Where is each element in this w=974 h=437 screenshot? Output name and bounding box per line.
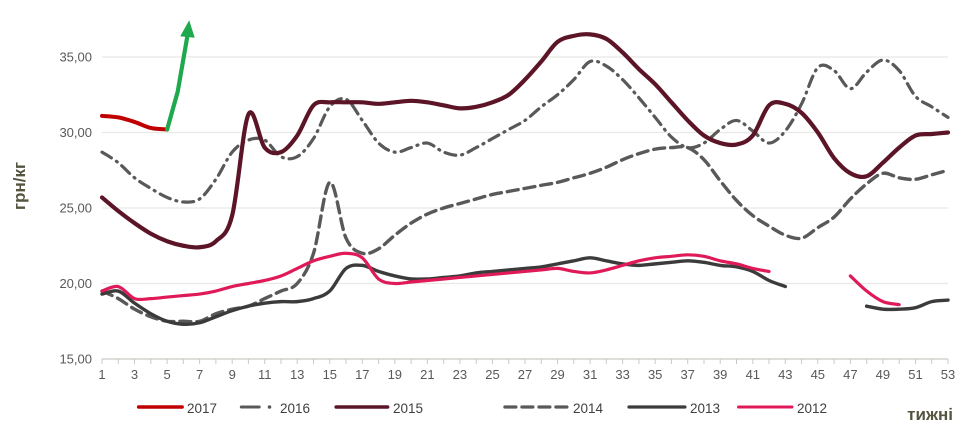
svg-text:23: 23 [453, 367, 467, 382]
svg-text:9: 9 [229, 367, 236, 382]
svg-text:15,00: 15,00 [59, 352, 92, 367]
svg-text:7: 7 [196, 367, 203, 382]
svg-text:1: 1 [98, 367, 105, 382]
svg-text:25: 25 [485, 367, 499, 382]
svg-text:5: 5 [163, 367, 170, 382]
svg-text:31: 31 [583, 367, 597, 382]
svg-text:39: 39 [713, 367, 727, 382]
svg-text:13: 13 [290, 367, 304, 382]
svg-text:51: 51 [908, 367, 922, 382]
svg-text:11: 11 [258, 367, 272, 382]
svg-text:33: 33 [615, 367, 629, 382]
svg-text:37: 37 [680, 367, 694, 382]
svg-text:30,00: 30,00 [59, 125, 92, 140]
svg-text:19: 19 [388, 367, 402, 382]
svg-text:45: 45 [811, 367, 825, 382]
svg-text:17: 17 [355, 367, 369, 382]
svg-text:3: 3 [131, 367, 138, 382]
svg-text:41: 41 [746, 367, 760, 382]
svg-text:15: 15 [323, 367, 337, 382]
svg-text:20,00: 20,00 [59, 276, 92, 291]
svg-text:25,00: 25,00 [59, 201, 92, 216]
svg-text:27: 27 [518, 367, 532, 382]
svg-text:35,00: 35,00 [59, 50, 92, 65]
svg-text:29: 29 [550, 367, 564, 382]
svg-text:21: 21 [420, 367, 434, 382]
svg-text:53: 53 [941, 367, 955, 382]
svg-text:35: 35 [648, 367, 662, 382]
svg-text:43: 43 [778, 367, 792, 382]
svg-text:47: 47 [843, 367, 857, 382]
svg-text:49: 49 [876, 367, 890, 382]
